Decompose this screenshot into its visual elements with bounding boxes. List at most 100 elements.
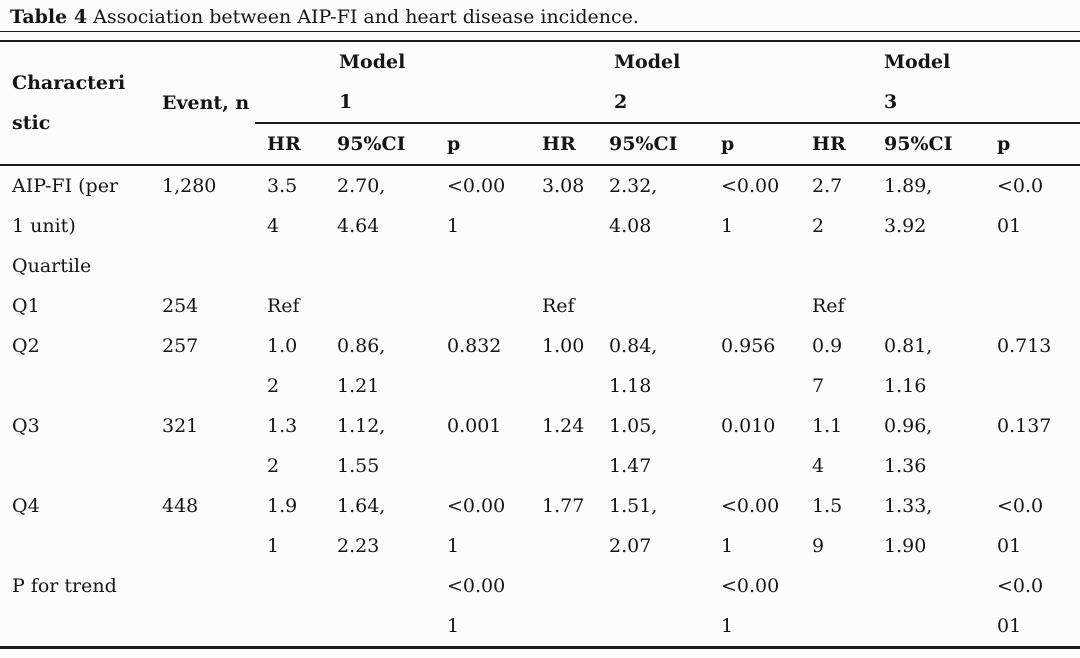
table-cell: 0.713: [997, 335, 1052, 357]
group-header-row: Characteri stic Event, n Model 1 Model 2…: [0, 41, 1080, 166]
table-cell: 0.96, 1.36: [884, 415, 933, 477]
table-cell: <0.00 1: [447, 175, 506, 237]
table-cell: 0.81, 1.16: [884, 335, 933, 397]
table-cell: 1.5 9: [812, 495, 843, 557]
table-cell: [325, 246, 435, 286]
col-header-m2-p: p: [709, 123, 800, 166]
table-cell: [709, 246, 800, 286]
table-cell: <0.00 1: [721, 575, 780, 637]
table-cell: <0.0 01: [997, 575, 1044, 637]
table-cell: 1,280: [162, 175, 217, 197]
table-cell: 257: [162, 335, 199, 357]
table-cell: 2.70, 4.64: [337, 175, 386, 237]
table-cell: <0.00 1: [721, 175, 780, 237]
row-label-cell: Q4: [12, 495, 40, 517]
table-cell: 321: [162, 415, 199, 437]
table-cell: [985, 246, 1080, 286]
table-cell: [597, 566, 709, 648]
table-cell: 3.08: [542, 175, 585, 197]
table-cell: 0.832: [447, 335, 502, 357]
table-cell: [530, 566, 597, 648]
table-cell: 1.89, 3.92: [884, 175, 933, 237]
table-cell: 0.010: [721, 415, 776, 437]
table-cell: [435, 286, 530, 326]
table-cell: 1.24: [542, 415, 585, 437]
col-header-m3-ci: 95%CI: [872, 123, 985, 166]
table-cell: [872, 246, 985, 286]
group-header-model-3: Model 3: [800, 41, 1080, 124]
table-row: Q3 321 1.3 2 1.12, 1.55 0.001 1.24 1.05, 1.47 0…: [0, 406, 1080, 486]
table-cell: 2.7 2: [812, 175, 843, 237]
table-cell: 254: [162, 295, 199, 317]
table-cell: 0.137: [997, 415, 1052, 437]
table-row: P for trend <0.00 1 <0.00 1 <0.0 01: [0, 566, 1080, 648]
table-cell: 0.9 7: [812, 335, 843, 397]
table-cell: 448: [162, 495, 199, 517]
table-cell: 2.32, 4.08: [609, 175, 658, 237]
table-cell: 1.1 4: [812, 415, 843, 477]
table-row: AIP-FI (per 1 unit) 1,280 3.5 4 2.70, 4.64 <…: [0, 165, 1080, 246]
table-caption: Table 4 Association between AIP-FI and h…: [0, 0, 1080, 32]
row-label-cell: Quartile: [12, 255, 92, 277]
table-cell: [597, 246, 709, 286]
row-label-cell: Q3: [12, 415, 40, 437]
table-cell: Ref: [542, 295, 575, 317]
col-header-m2-hr: HR: [530, 123, 597, 166]
table-cell: [872, 286, 985, 326]
table-cell: [325, 566, 435, 648]
table-cell: <0.00 1: [721, 495, 780, 557]
table-cell: 1.64, 2.23: [337, 495, 386, 557]
table-cell: [530, 246, 597, 286]
table-cell: 3.5 4: [267, 175, 298, 237]
table-cell: 1.0 2: [267, 335, 298, 397]
table-cell: [872, 566, 985, 648]
table-cell: <0.00 1: [447, 575, 506, 637]
results-table: Characteri stic Event, n Model 1 Model 2…: [0, 40, 1080, 649]
table-cell: <0.00 1: [447, 495, 506, 557]
col-header-m3-hr: HR: [800, 123, 872, 166]
table-cell: [985, 286, 1080, 326]
table-row: Q1 254 Ref Ref Ref: [0, 286, 1080, 326]
table-cell: [255, 246, 325, 286]
table-cell: [709, 286, 800, 326]
table-row: Q4 448 1.9 1 1.64, 2.23 <0.00 1 1.77 1.51, 2.0…: [0, 486, 1080, 566]
table-cell: 1.3 2: [267, 415, 298, 477]
table-cell: Ref: [812, 295, 845, 317]
table-cell: 1.51, 2.07: [609, 495, 658, 557]
table-cell: [435, 246, 530, 286]
table-cell: [255, 566, 325, 648]
col-header-m3-p: p: [985, 123, 1080, 166]
table-row: Q2 257 1.0 2 0.86, 1.21 0.832 1.00 0.84, 1.18 0…: [0, 326, 1080, 406]
table-cell: 1.05, 1.47: [609, 415, 658, 477]
table-cell: [800, 246, 872, 286]
table-caption-label: Table 4: [10, 6, 88, 28]
table-row: Quartile: [0, 246, 1080, 286]
table-cell: [597, 286, 709, 326]
table-cell: <0.0 01: [997, 495, 1044, 557]
group-header-model-2: Model 2: [530, 41, 800, 124]
table-cell: 1.00: [542, 335, 585, 357]
sub-header-row: HR 95%CI p HR 95%CI p HR 95%CI p: [0, 123, 1080, 166]
table-cell: 0.84, 1.18: [609, 335, 658, 397]
row-label-cell: Q1: [12, 295, 40, 317]
col-header-m2-ci: 95%CI: [597, 123, 709, 166]
table-cell: [800, 566, 872, 648]
col-header-m1-p: p: [435, 123, 530, 166]
table-cell: 0.001: [447, 415, 502, 437]
table-cell: 1.77: [542, 495, 585, 517]
col-header-characteristic: Characteri stic: [0, 41, 150, 166]
row-label-cell: AIP-FI (per 1 unit): [12, 175, 119, 237]
table-cell: [150, 566, 255, 648]
table-cell: Ref: [267, 295, 300, 317]
group-header-model-1: Model 1: [255, 41, 530, 124]
table-cell: 1.33, 1.90: [884, 495, 933, 557]
table-cell: [150, 246, 255, 286]
row-label-cell: Q2: [12, 335, 40, 357]
table-caption-text: Association between AIP-FI and heart dis…: [93, 6, 639, 28]
table-cell: 0.86, 1.21: [337, 335, 386, 397]
col-header-event-n: Event, n: [150, 41, 255, 166]
table-body: AIP-FI (per 1 unit) 1,280 3.5 4 2.70, 4.64 <…: [0, 165, 1080, 648]
table-cell: 0.956: [721, 335, 776, 357]
table-cell: 1.12, 1.55: [337, 415, 386, 477]
